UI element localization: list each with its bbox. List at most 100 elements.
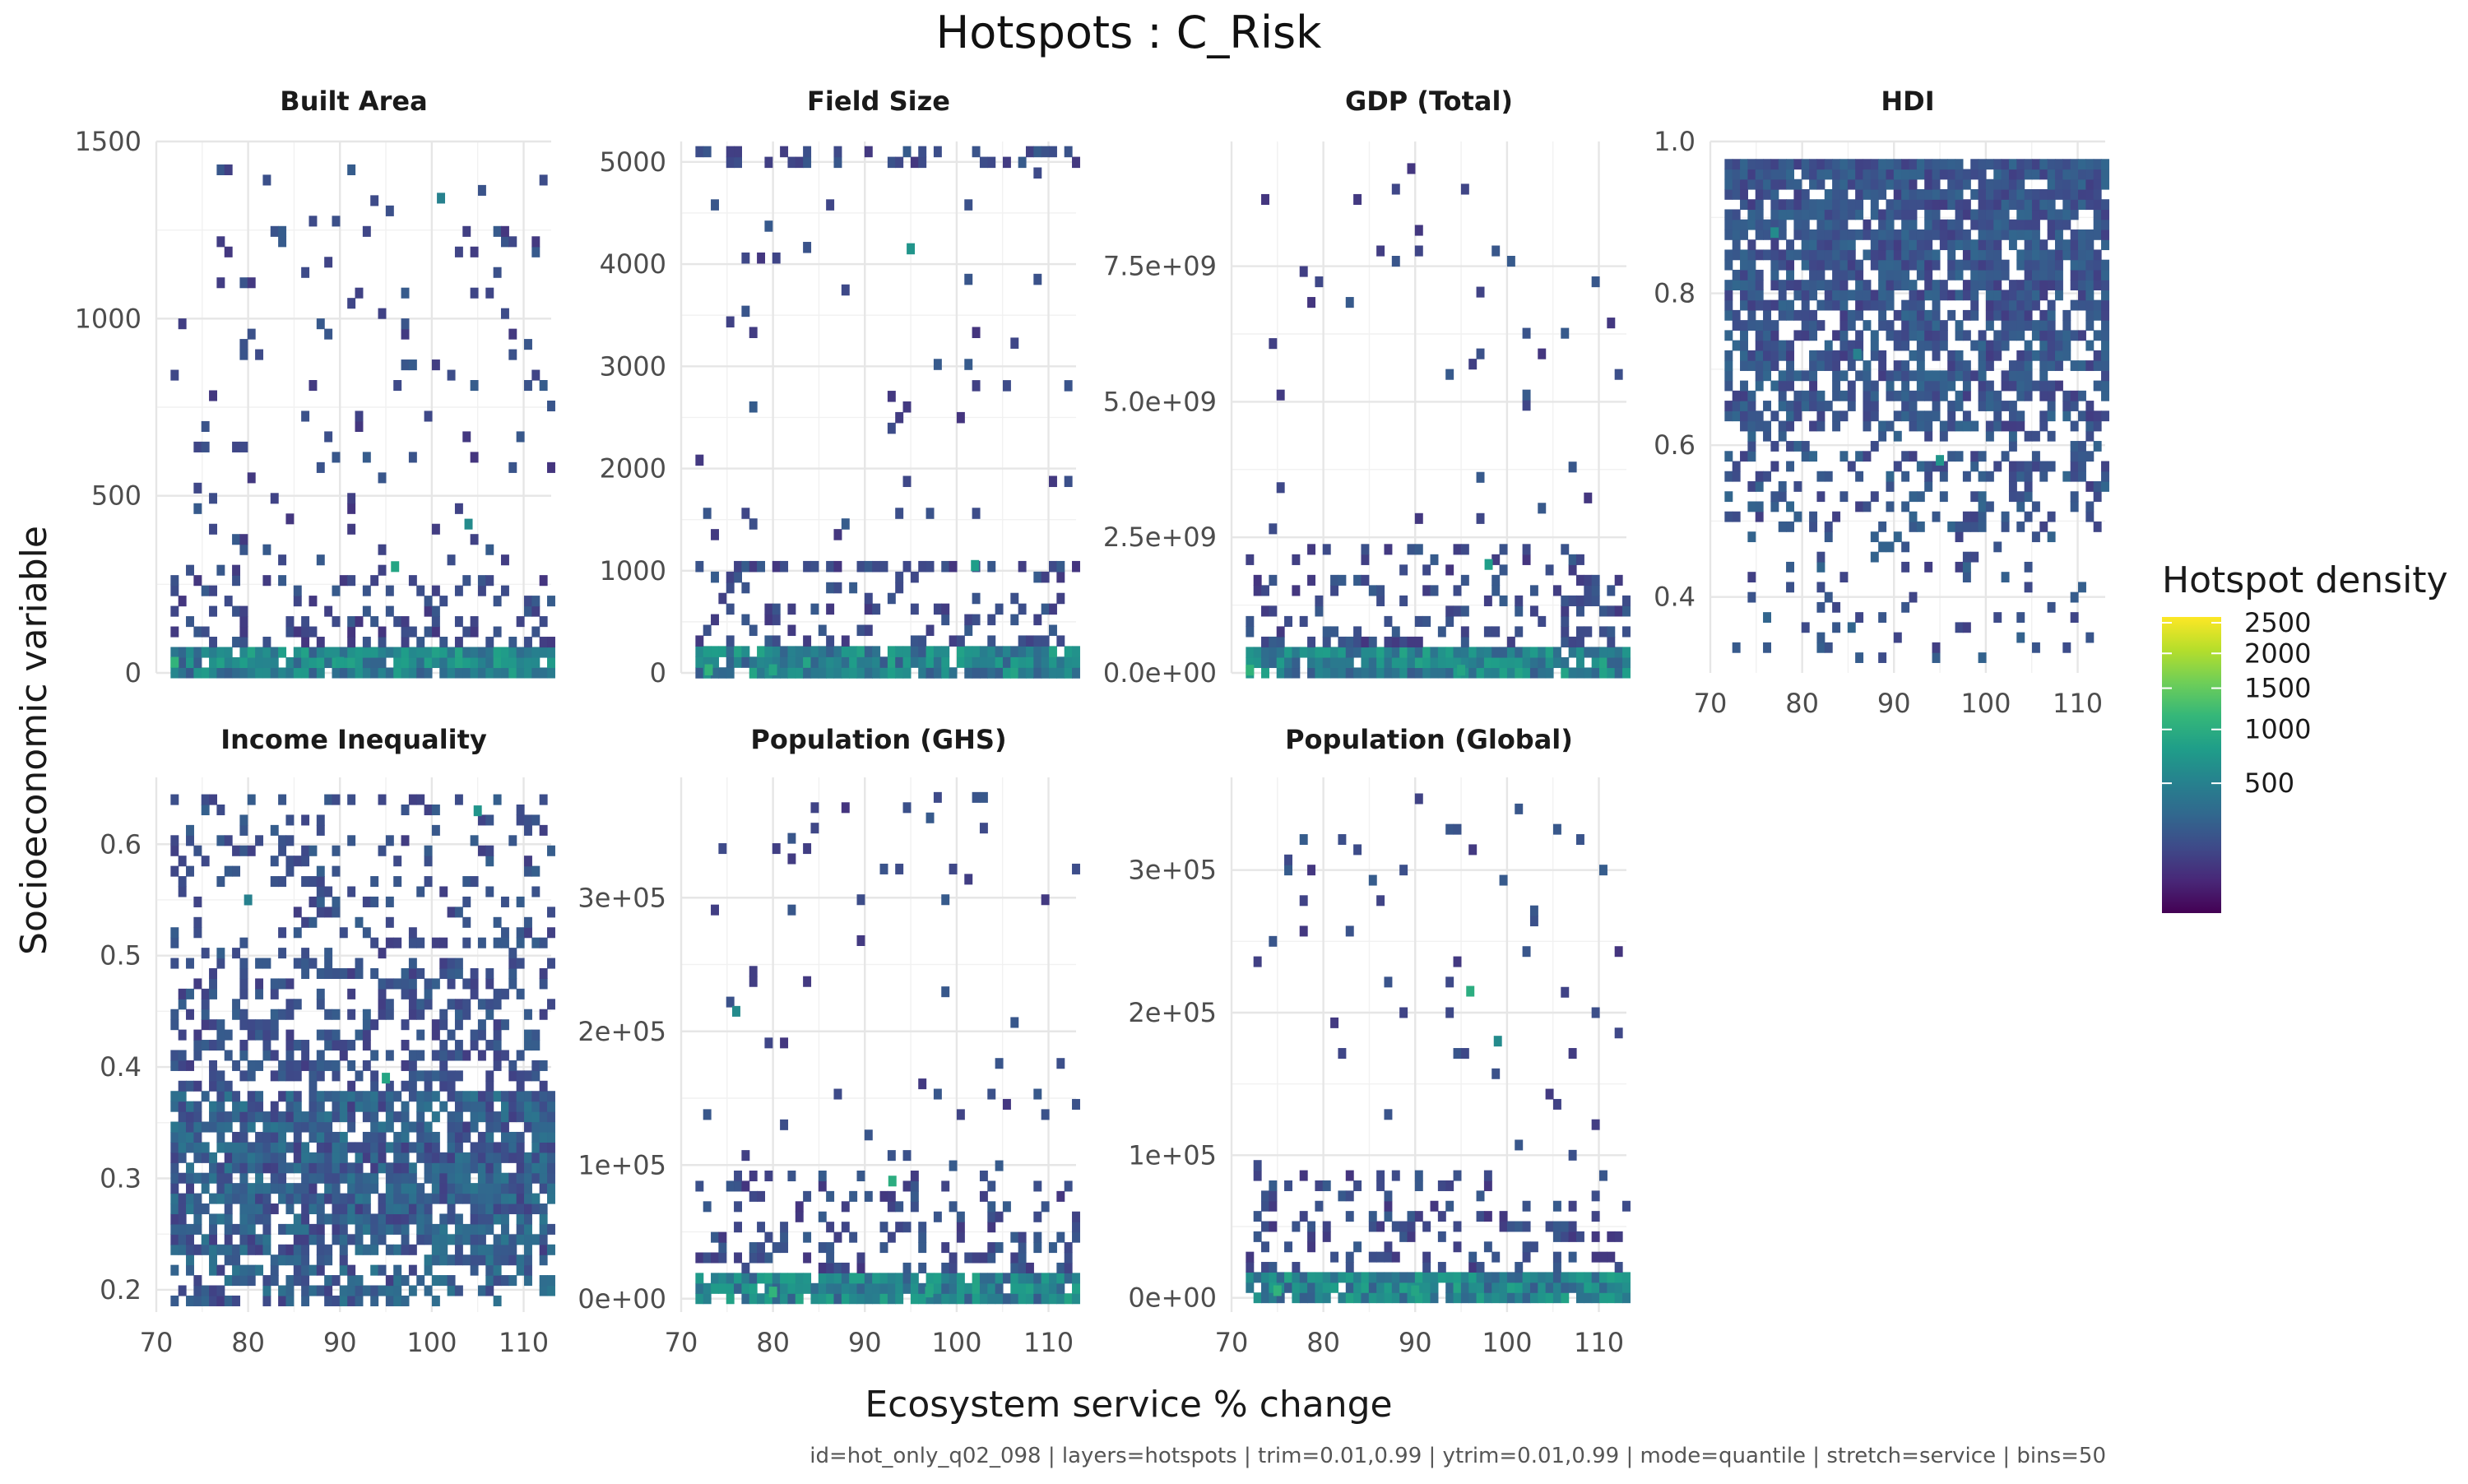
heatmap-cell	[2078, 179, 2086, 190]
heatmap-cell	[2047, 249, 2056, 261]
heatmap-cell	[470, 978, 479, 990]
heatmap-cell	[385, 1101, 394, 1112]
heatmap-cell	[216, 236, 225, 248]
heatmap-cell	[216, 1285, 225, 1296]
heatmap-cell	[247, 1019, 256, 1031]
heatmap-cell	[270, 988, 279, 999]
heatmap-cell	[741, 1150, 750, 1162]
heatmap-cell	[803, 1190, 812, 1202]
heatmap-cell	[879, 656, 888, 668]
heatmap-cell	[255, 349, 264, 360]
heatmap-cell	[1330, 1272, 1339, 1283]
heatmap-cell	[1246, 626, 1255, 638]
heatmap-cell	[1064, 1180, 1073, 1192]
heatmap-cell	[524, 1183, 532, 1194]
heatmap-cell	[224, 1121, 233, 1133]
heatmap-cell	[1816, 229, 1825, 240]
y-tick-label: 0.6	[1654, 429, 1696, 461]
heatmap-cell	[1955, 320, 1964, 331]
heatmap-cell	[1793, 370, 1802, 382]
heatmap-cell	[424, 1142, 433, 1153]
heatmap-cell	[516, 927, 525, 939]
heatmap-cell	[454, 1223, 463, 1235]
heatmap-cell	[1993, 410, 2002, 422]
heatmap-cell	[232, 1295, 241, 1306]
heatmap-cell	[355, 647, 364, 658]
heatmap-cell	[201, 667, 210, 679]
heatmap-cell	[1384, 636, 1393, 648]
heatmap-cell	[178, 1213, 187, 1225]
heatmap-cell	[255, 835, 264, 846]
heatmap-cell	[1816, 491, 1825, 503]
x-tick-label: 110	[2053, 688, 2103, 719]
heatmap-cell	[408, 937, 417, 948]
heatmap-cells	[170, 794, 555, 1306]
heatmap-cell	[2016, 259, 2025, 271]
heatmap-cell	[285, 978, 295, 990]
heatmap-cell	[1591, 1007, 1600, 1018]
heatmap-cell	[1599, 1272, 1607, 1283]
heatmap-cell	[262, 1295, 271, 1306]
heatmap-cell	[1049, 560, 1057, 573]
heatmap-cell	[1985, 159, 1994, 170]
heatmap-cell	[493, 1264, 502, 1276]
heatmap-cell-highlight	[1466, 985, 1475, 997]
heatmap-cell	[1732, 280, 1741, 291]
heatmap-cell	[362, 1152, 371, 1163]
heatmap-cell	[170, 927, 179, 939]
heatmap-cell	[216, 656, 225, 669]
heatmap-cell	[524, 656, 532, 669]
heatmap-cell	[872, 560, 881, 573]
heatmap-cell	[232, 575, 241, 587]
heatmap-cell	[1932, 219, 1941, 230]
heatmap-cell	[1793, 249, 1802, 261]
heatmap-cell	[2085, 280, 2095, 291]
heatmap-cell	[1041, 667, 1050, 679]
heatmap-cell	[454, 1234, 463, 1245]
heatmap-cell	[2008, 471, 2017, 482]
heatmap-cell	[1778, 420, 1787, 432]
heatmap-cell	[285, 1254, 295, 1266]
heatmap-cell	[293, 927, 302, 939]
heatmap-cell	[964, 1282, 973, 1294]
heatmap-cell	[324, 907, 333, 918]
heatmap-cell	[964, 273, 973, 285]
heatmap-cell	[926, 667, 935, 679]
heatmap-cell	[431, 1223, 440, 1235]
heatmap-cell	[301, 656, 310, 669]
heatmap-cell	[301, 1162, 310, 1174]
heatmap-cell	[232, 1091, 241, 1102]
heatmap-cell	[278, 1060, 287, 1071]
heatmap-cell	[385, 937, 394, 948]
heatmap-cell	[1786, 249, 1795, 261]
heatmap-cell	[278, 794, 287, 805]
heatmap-cell	[1732, 642, 1741, 653]
heatmap-cell	[1599, 1170, 1607, 1181]
heatmap-cell	[1033, 667, 1042, 679]
heatmap-cell	[1353, 193, 1362, 206]
heatmap-cell	[393, 1172, 402, 1184]
heatmap-cell	[516, 896, 525, 907]
heatmap-cell	[347, 1080, 356, 1092]
heatmap-cell	[193, 441, 202, 452]
heatmap-cell	[1506, 667, 1515, 679]
heatmap-cell	[462, 1172, 471, 1184]
heatmap-cell	[1284, 1241, 1292, 1253]
heatmap-cell	[1491, 1282, 1501, 1293]
heatmap-cell	[764, 635, 773, 647]
heatmap-cell	[508, 1244, 517, 1255]
heatmap-cell	[347, 794, 356, 805]
heatmap-cell	[362, 1019, 371, 1031]
heatmap-cell	[278, 236, 287, 248]
heatmap-cell	[2001, 401, 2010, 411]
heatmap-cell	[979, 1293, 988, 1305]
heatmap-cell	[841, 1201, 850, 1213]
heatmap-cell	[1909, 390, 1918, 401]
heatmap-cell	[2070, 179, 2079, 190]
heatmap-cell	[1353, 844, 1362, 856]
heatmap-cell	[2039, 159, 2048, 170]
heatmap-cell	[531, 1162, 540, 1174]
heatmap-cell	[1747, 401, 1756, 411]
heatmap-cell	[201, 1244, 210, 1255]
heatmap-cell	[447, 1029, 456, 1041]
